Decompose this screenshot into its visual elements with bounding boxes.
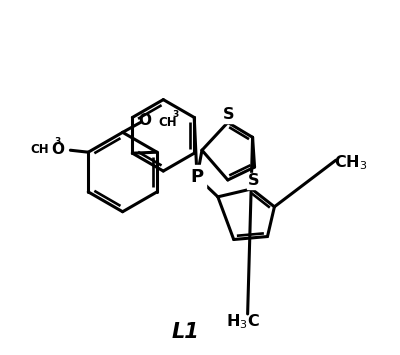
Text: P: P bbox=[190, 168, 204, 186]
Text: CH$_3$: CH$_3$ bbox=[334, 154, 368, 173]
Text: O: O bbox=[138, 113, 151, 128]
Text: CH: CH bbox=[158, 116, 177, 129]
Text: 3: 3 bbox=[172, 110, 178, 120]
Text: H$_3$C: H$_3$C bbox=[226, 312, 260, 331]
Text: CH: CH bbox=[30, 143, 48, 156]
Text: 3: 3 bbox=[54, 137, 60, 146]
Text: L1: L1 bbox=[171, 322, 199, 342]
Text: O: O bbox=[52, 142, 64, 157]
Text: S: S bbox=[248, 174, 259, 189]
Text: S: S bbox=[223, 107, 234, 122]
